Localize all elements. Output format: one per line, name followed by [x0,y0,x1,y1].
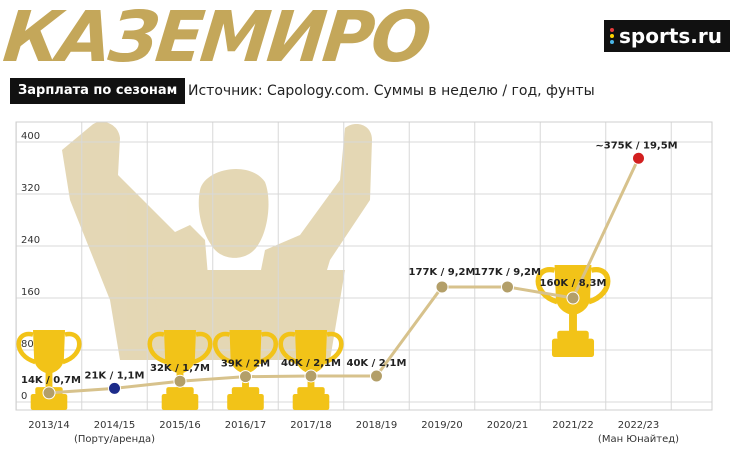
data-label: 177K / 9,2M [409,267,476,278]
data-label: 21K / 1,1M [85,370,145,381]
data-point [435,280,449,294]
y-tick-label: 240 [21,235,40,246]
logo-dot-red [610,28,614,32]
logo-text: sports.ru [619,24,722,48]
sports-ru-logo: sports.ru [604,20,730,52]
y-tick-label: 80 [21,339,34,350]
x-tick-label: 2021/22 [552,420,594,431]
y-tick-label: 400 [21,131,40,142]
x-tick-sublabel: (Порту/аренда) [74,434,155,445]
x-tick-label: 2016/17 [225,420,267,431]
source-note: Источник: Capology.com. Суммы в неделю /… [188,83,595,99]
data-label: 14K / 0,7M [21,375,81,386]
x-tick-label: 2019/20 [421,420,463,431]
data-label: 32K / 1,7M [150,363,210,374]
trophy-icon [278,330,344,410]
chart-subtitle: Зарплата по сезонам [10,78,186,104]
silhouette-part [62,121,210,360]
data-point [173,374,187,388]
silhouette-part [198,168,269,258]
x-tick-label: 2018/19 [356,420,398,431]
data-label: 177K / 9,2M [474,267,541,278]
x-tick-label: 2020/21 [487,420,529,431]
data-label: 39K / 2M [221,359,270,370]
silhouette-part [250,124,372,360]
logo-dot-blue [610,40,614,44]
x-tick-label: 2013/14 [28,420,70,431]
data-label: 40K / 2,1M [281,358,341,369]
data-point [370,369,383,383]
data-point [42,386,56,400]
data-label: 160K / 8,3M [540,278,607,289]
trophy-icon [535,265,611,357]
data-point [501,280,514,294]
y-tick-label: 160 [21,287,40,298]
data-point [632,151,645,165]
x-tick-label: 2022/23 [618,420,660,431]
logo-dot-yellow [610,34,614,38]
logo-dots-icon [610,27,614,45]
data-point [566,291,580,305]
data-point [304,369,318,383]
salary-line [48,157,640,395]
x-tick-sublabel: (Ман Юнайтед) [598,434,679,445]
data-label: ~375K / 19,5M [595,140,677,151]
plot-background [16,122,712,410]
plot-frame [15,121,713,411]
trophy-icon [213,330,278,410]
x-tick-label: 2017/18 [290,420,332,431]
trophy-icon [147,330,213,410]
data-point [239,370,252,384]
x-tick-label: 2014/15 [94,420,136,431]
data-label: 40K / 2,1M [347,358,407,369]
y-tick-label: 0 [21,391,27,402]
data-point [108,381,121,395]
player-name-title: КАЗЕМИРО [0,0,433,78]
player-silhouette-image [62,121,372,360]
x-tick-label: 2015/16 [159,420,201,431]
trophy-icon [16,330,82,410]
y-tick-label: 320 [21,183,40,194]
